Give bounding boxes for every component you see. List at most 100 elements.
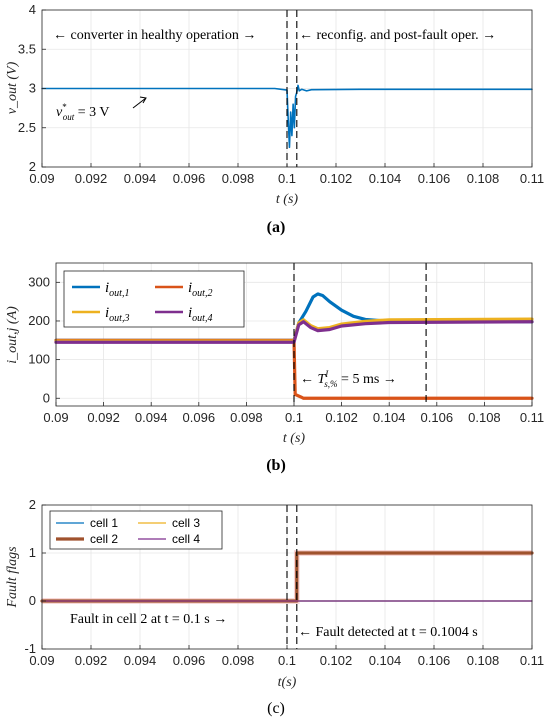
series-line-a-0 — [41, 84, 533, 149]
xtick-label-a-3: 0.096 — [173, 171, 206, 186]
ytick-label-c-0: -1 — [24, 641, 36, 656]
yticks-b: 0 100 200 300 — [28, 274, 60, 405]
xtick-label-b-8: 0.106 — [421, 410, 454, 425]
annotation-reconfig: ← reconfig. and post-fault oper. → — [299, 28, 496, 43]
ref-arrow — [132, 96, 147, 109]
ytick-label-a-4: 4 — [29, 2, 36, 17]
vlines-b — [293, 263, 427, 406]
xtick-label-b-10: 0.11 — [520, 410, 544, 425]
xtick-label-c-1: 0.092 — [75, 653, 108, 668]
xtick-label-c-5: 0.1 — [278, 653, 296, 668]
xtick-label-c-3: 0.096 — [173, 653, 206, 668]
ytick-label-a-2: 3 — [29, 81, 36, 96]
ylabel-c: Fault flags — [5, 546, 20, 609]
settling-base: T — [318, 372, 327, 387]
xtick-label-a-0: 0.09 — [29, 171, 54, 186]
xlabel-b: t (s) — [283, 431, 306, 446]
xtick-label-b-7: 0.104 — [373, 410, 406, 425]
xtick-label-a-6: 0.102 — [320, 171, 353, 186]
xtick-label-a-9: 0.108 — [467, 171, 500, 186]
xtick-label-c-8: 0.106 — [418, 653, 451, 668]
xticks-b: 0.09 0.092 0.094 0.096 0.098 0.1 0.102 0.104 0.1… — [43, 402, 544, 425]
yticks-c: -1 0 1 2 — [24, 497, 46, 656]
legend-box-b — [63, 270, 245, 328]
settling-sub: s,% — [324, 379, 337, 389]
series-group-a — [41, 84, 533, 149]
series-group-b — [54, 292, 534, 400]
ref-rest: = 3 V — [74, 105, 109, 120]
xtick-label-b-2: 0.094 — [135, 410, 168, 425]
yticks-a: 2 2.5 3 3.5 4 — [18, 2, 46, 174]
legend-label-c-2: cell 3 — [172, 516, 200, 530]
ytick-label-b-3: 300 — [28, 274, 50, 289]
xtick-label-b-0: 0.09 — [43, 410, 68, 425]
ytick-label-a-0: 2 — [29, 159, 36, 174]
vlines-c — [286, 505, 298, 649]
series-line-b-3 — [54, 320, 534, 344]
xtick-label-a-5: 0.1 — [278, 171, 296, 186]
xtick-label-c-7: 0.104 — [369, 653, 402, 668]
ytick-label-b-1: 100 — [28, 352, 50, 367]
annotation-fault-in: Fault in cell 2 at t = 0.1 s → — [70, 612, 227, 627]
annotation-healthy: ← converter in healthy operation → — [53, 28, 256, 43]
xtick-label-c-0: 0.09 — [29, 653, 54, 668]
xticks-c: 0.09 0.092 0.094 0.096 0.098 0.1 0.102 0.104 0.1… — [29, 645, 544, 668]
legend-label-b-0: iout,1 — [105, 280, 129, 299]
settling-post: = 5 ms → — [338, 372, 397, 387]
settling-sup: I — [324, 369, 329, 379]
annotation-reference: v* out = 3 V — [56, 102, 110, 122]
ytick-label-b-2: 200 — [28, 313, 50, 328]
xtick-label-a-10: 0.11 — [520, 171, 544, 186]
xtick-label-b-3: 0.096 — [183, 410, 216, 425]
annotation-fault-detected: ← Fault detected at t = 0.1004 s — [298, 625, 478, 640]
ref-sub: out — [63, 112, 75, 122]
settling-pre: ← — [300, 372, 318, 387]
ytick-label-a-3: 3.5 — [18, 41, 36, 56]
legend-label-b-3: iout,4 — [188, 305, 212, 324]
annotation-settling: ← TI s,% = 5 ms → — [300, 369, 397, 389]
xtick-label-a-7: 0.104 — [369, 171, 402, 186]
panel-a: 0.09 0.092 0.094 0.096 0.098 0.1 0.102 0.104 0.1… — [5, 2, 544, 236]
legend-label-b-1: iout,2 — [188, 280, 212, 299]
legend-label-c-0: cell 1 — [90, 516, 118, 530]
xtick-label-b-9: 0.108 — [468, 410, 501, 425]
xtick-label-a-1: 0.092 — [75, 171, 108, 186]
xtick-label-c-4: 0.098 — [222, 653, 255, 668]
xtick-label-b-6: 0.102 — [325, 410, 358, 425]
xtick-label-c-9: 0.108 — [467, 653, 500, 668]
panel-c: 0.09 0.092 0.094 0.096 0.098 0.1 0.102 0.104 0.1… — [5, 497, 544, 717]
ytick-label-b-0: 0 — [43, 390, 50, 405]
xtick-label-a-2: 0.094 — [124, 171, 157, 186]
legend-label-c-1: cell 2 — [90, 532, 118, 546]
xtick-label-c-10: 0.11 — [520, 653, 544, 668]
ytick-label-c-2: 1 — [29, 545, 36, 560]
xlabel-c: t(s) — [278, 675, 297, 690]
ytick-label-c-3: 2 — [29, 497, 36, 512]
ref-sup: * — [62, 102, 67, 112]
xtick-label-a-4: 0.098 — [222, 171, 255, 186]
xtick-label-b-1: 0.092 — [87, 410, 120, 425]
legend-b: iout,1 iout,2 iout,3 iout,4 — [63, 270, 245, 328]
vlines-a — [286, 10, 298, 167]
xtick-label-c-6: 0.102 — [320, 653, 353, 668]
legend-label-b-2: iout,3 — [105, 305, 129, 324]
xtick-label-b-4: 0.098 — [230, 410, 263, 425]
ylabel-b: i_out,j (A) — [5, 306, 20, 364]
caption-b: (b) — [266, 457, 286, 474]
legend-label-c-3: cell 4 — [172, 532, 200, 546]
ytick-label-c-1: 0 — [29, 593, 36, 608]
xtick-label-a-8: 0.106 — [418, 171, 451, 186]
ytick-label-a-1: 2.5 — [18, 120, 36, 135]
xlabel-a: t (s) — [276, 192, 299, 207]
xticks-a: 0.09 0.092 0.094 0.096 0.098 0.1 0.102 0.104 0.1… — [29, 163, 544, 186]
ref-base: v — [56, 105, 63, 120]
caption-a: (a) — [267, 219, 286, 236]
caption-c: (c) — [267, 700, 285, 717]
panel-b: 0.09 0.092 0.094 0.096 0.098 0.1 0.102 0.104 0.1… — [5, 262, 544, 474]
legend-c: cell 1 cell 2 cell 3 cell 4 — [49, 510, 223, 550]
xtick-label-c-2: 0.094 — [124, 653, 157, 668]
xtick-label-b-5: 0.1 — [285, 410, 303, 425]
ylabel-a: v_out (V) — [5, 61, 20, 114]
legend-box-c — [49, 510, 223, 550]
